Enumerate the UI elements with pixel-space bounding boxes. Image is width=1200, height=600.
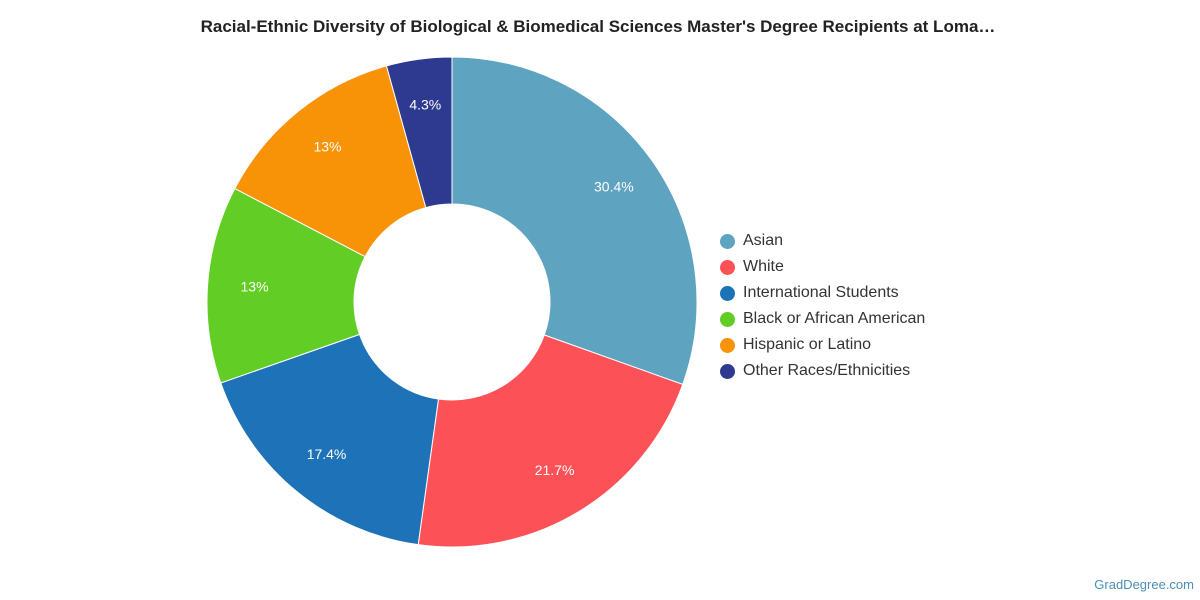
legend-swatch	[720, 337, 735, 353]
legend-label: White	[743, 258, 784, 275]
slice-asian[interactable]	[451, 56, 698, 386]
legend-swatch	[720, 363, 735, 379]
slice-label: 13%	[241, 278, 269, 294]
slice-label: 21.7%	[535, 462, 575, 478]
legend-label: Asian	[743, 232, 784, 249]
slice-other-races-ethnicities[interactable]	[385, 56, 453, 209]
legend-item[interactable]: Other Races/Ethnicities	[720, 358, 925, 384]
legend-item[interactable]: International Students	[720, 280, 925, 306]
chart-title: Racial-Ethnic Diversity of Biological & …	[200, 17, 996, 36]
slice-label: 4.3%	[409, 97, 441, 113]
legend-item[interactable]: Hispanic or Latino	[720, 332, 925, 358]
slice-international-students[interactable]	[220, 333, 440, 546]
slice-label: 13%	[313, 139, 341, 155]
slice-white[interactable]	[417, 334, 684, 548]
legend-item[interactable]: White	[720, 254, 925, 280]
legend-swatch	[720, 259, 735, 275]
legend-item[interactable]: Asian	[720, 228, 925, 254]
chart-legend: Asian White International Students Black or…	[720, 228, 925, 384]
legend-label: International Students	[743, 284, 899, 301]
slice-black-or-african-american[interactable]	[206, 187, 366, 384]
legend-item[interactable]: Black or African American	[720, 306, 925, 332]
legend-swatch	[720, 285, 735, 301]
watermark: GradDegree.com	[1094, 577, 1194, 592]
slice-label: 17.4%	[307, 446, 347, 462]
legend-label: Other Races/Ethnicities	[743, 362, 911, 379]
slice-hispanic-or-latino[interactable]	[234, 65, 427, 258]
slice-label: 30.4%	[594, 179, 634, 195]
legend-swatch	[720, 233, 735, 249]
legend-swatch	[720, 311, 735, 327]
legend-label: Hispanic or Latino	[743, 336, 872, 353]
legend-label: Black or African American	[743, 310, 926, 327]
